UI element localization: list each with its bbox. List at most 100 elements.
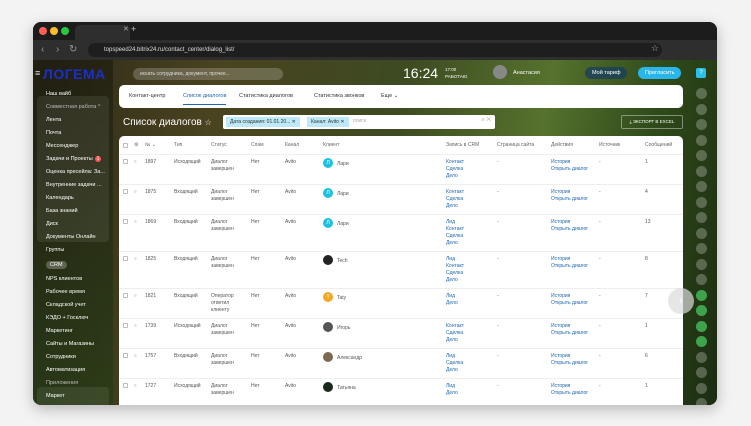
rail-chat-icon[interactable] (696, 212, 707, 223)
cell-crm[interactable]: Контакт Сделка Дело (446, 323, 465, 343)
row-checkbox[interactable] (123, 353, 128, 358)
rail-chat-icon[interactable] (696, 336, 707, 347)
table-row[interactable]: ≡ 1727 Исходящий Диалог завершен Нет Avito Тат… (119, 378, 683, 405)
sidebar-item[interactable]: Группы (46, 247, 64, 253)
sidebar-item[interactable]: Внутренние задачи ... (46, 182, 102, 188)
search-clear-icons[interactable]: ⌕ ✕ (481, 117, 491, 123)
cell-client[interactable]: Лари (337, 191, 349, 197)
tab[interactable]: Статистика диалогов (239, 93, 293, 99)
column-header[interactable]: Канал (285, 142, 300, 148)
cell-actions[interactable]: История Открыть диалог (551, 353, 589, 366)
invite-button[interactable]: Пригласить (638, 67, 682, 79)
table-row[interactable]: ≡ 1825 Входящий Диалог завершен Нет Avito Tech… (119, 251, 683, 288)
cell-client[interactable]: Александр (337, 355, 363, 361)
global-search-input[interactable]: искать сотрудника, документ, прочее... (133, 68, 283, 80)
select-all-checkbox[interactable] (123, 143, 128, 148)
menu-icon[interactable]: ≡ (35, 68, 41, 78)
rail-chat-icon[interactable] (696, 367, 707, 378)
cell-actions[interactable]: История Открыть диалог (551, 383, 589, 396)
sidebar-item[interactable]: Автоматизация (46, 367, 85, 373)
column-header[interactable]: Спам (251, 142, 264, 148)
sidebar-item[interactable]: Маркет (46, 393, 65, 399)
row-checkbox[interactable] (123, 323, 128, 328)
row-checkbox[interactable] (123, 189, 128, 194)
tab[interactable]: Список диалогов (183, 93, 227, 105)
new-tab-icon[interactable]: + (131, 24, 137, 34)
row-checkbox[interactable] (123, 159, 128, 164)
column-header[interactable]: Страница сайта (497, 142, 535, 148)
close-tab-icon[interactable]: ✕ (123, 26, 129, 33)
column-header[interactable]: Сообщений (645, 142, 673, 148)
cell-client[interactable]: Лари (337, 221, 349, 227)
rail-chat-icon[interactable] (696, 196, 707, 208)
rail-chat-icon[interactable] (696, 382, 707, 394)
cell-crm[interactable]: Лид Дело (446, 383, 458, 396)
cell-crm[interactable]: Лид Дело (446, 293, 458, 306)
rail-chat-icon[interactable] (696, 320, 707, 332)
column-header[interactable]: № ⌄ (145, 142, 156, 148)
cell-crm[interactable]: Контакт Сделка Дело (446, 159, 465, 179)
close-window-button[interactable] (39, 27, 47, 35)
cell-crm[interactable]: Лид Контакт Сделка Дело (446, 219, 465, 246)
column-header[interactable]: Источник (599, 142, 621, 148)
rail-chat-icon[interactable] (696, 305, 707, 316)
rail-chat-icon[interactable] (696, 165, 707, 177)
sidebar-item[interactable]: Приложения (46, 380, 78, 386)
sidebar-item[interactable]: Маркетинг (46, 328, 73, 334)
sidebar-item[interactable]: Сотрудники (46, 354, 76, 360)
table-row[interactable]: ≡ 1739 Исходящий Диалог завершен Нет Avito Иго… (119, 318, 683, 348)
sidebar-item[interactable]: Почта (46, 130, 61, 136)
cell-crm[interactable]: Контакт Сделка Дело (446, 189, 465, 209)
cell-actions[interactable]: История Открыть диалог (551, 159, 589, 172)
filter-search-input[interactable]: поиск (353, 118, 366, 124)
rail-chat-icon[interactable] (696, 150, 707, 161)
row-checkbox[interactable] (123, 293, 128, 298)
sidebar-item[interactable]: Рабочее время (46, 289, 85, 295)
column-header[interactable]: Статус (211, 142, 227, 148)
rail-chat-icon[interactable] (696, 119, 707, 130)
sidebar-item[interactable]: Оценка пресейла: За... (46, 169, 105, 175)
rail-chat-icon[interactable] (696, 274, 707, 285)
drag-handle-icon[interactable]: ≡ (134, 189, 137, 195)
tab[interactable]: Еще ⌄ (381, 93, 399, 99)
sidebar-item[interactable]: База знаний (46, 208, 78, 214)
minimize-window-button[interactable] (50, 27, 58, 35)
bookmark-star-icon[interactable]: ☆ (650, 43, 659, 53)
table-row[interactable]: ≡ Л 1875 Входящий Диалог завершен Нет Avito Лар… (119, 184, 683, 214)
row-checkbox[interactable] (123, 219, 128, 224)
row-checkbox[interactable] (123, 383, 128, 388)
tab[interactable]: Статистика звонков (314, 93, 365, 99)
table-row[interactable]: ≡ Л 1869 Входящий Диалог завершен Нет Avito Лар… (119, 214, 683, 251)
drag-handle-icon[interactable]: ≡ (134, 353, 137, 359)
filter-chip[interactable]: Дата создания: 01.01.20... ✕ (226, 117, 300, 127)
help-icon[interactable]: ? (696, 68, 706, 78)
maximize-window-button[interactable] (61, 27, 69, 35)
sidebar-item[interactable]: Диск (46, 221, 58, 227)
forward-icon[interactable]: › (56, 44, 60, 55)
cell-client[interactable]: Taty (337, 295, 347, 301)
table-row[interactable]: ≡ T 1821 Входящий Оператор ответил клиенту Не… (119, 288, 683, 318)
work-status[interactable]: 17:00 РАБОТАЮ (445, 66, 467, 80)
rail-chat-icon[interactable] (696, 181, 707, 192)
rail-chat-icon[interactable] (696, 103, 707, 115)
cell-actions[interactable]: История Открыть диалог (551, 323, 589, 336)
tariff-button[interactable]: Мой тариф (585, 67, 628, 79)
sidebar-item[interactable]: Складской учет (46, 302, 86, 308)
column-header[interactable]: Тип (174, 142, 183, 148)
filter-chip[interactable]: Канал: Avito ✕ (307, 117, 349, 127)
sidebar-item[interactable]: Календарь (46, 195, 74, 201)
sidebar-item[interactable]: КЭДО + Госключ (46, 315, 88, 321)
rail-chat-icon[interactable] (696, 134, 707, 146)
table-row[interactable]: ≡ Л 1897 Исходящий Диалог завершен Нет Avito Ла… (119, 154, 683, 184)
drag-handle-icon[interactable]: ≡ (134, 219, 137, 225)
cell-actions[interactable]: История Открыть диалог (551, 293, 589, 306)
drag-handle-icon[interactable]: ≡ (134, 323, 137, 329)
reload-icon[interactable]: ↻ (69, 44, 78, 55)
row-checkbox[interactable] (123, 256, 128, 261)
sidebar-item[interactable]: Задачи и Проекты 1 (46, 156, 102, 162)
user-avatar[interactable] (493, 65, 507, 79)
rail-chat-icon[interactable] (696, 243, 707, 254)
rail-chat-icon[interactable] (696, 88, 707, 99)
sidebar-item[interactable]: Сайты и Магазины (46, 341, 94, 347)
table-row[interactable]: ≡ 1757 Входящий Диалог завершен Нет Avito Алек… (119, 348, 683, 378)
